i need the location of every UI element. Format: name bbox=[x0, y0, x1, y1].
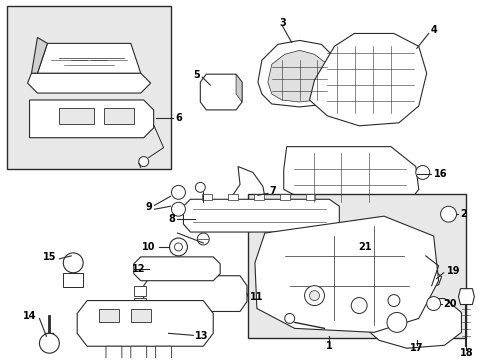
Polygon shape bbox=[183, 199, 339, 232]
Circle shape bbox=[426, 297, 440, 310]
Text: 8: 8 bbox=[168, 214, 175, 224]
Bar bbox=[134, 298, 145, 307]
Circle shape bbox=[387, 294, 399, 306]
Bar bbox=[253, 194, 264, 200]
Polygon shape bbox=[362, 298, 461, 348]
Bar bbox=[131, 309, 150, 323]
Polygon shape bbox=[363, 221, 392, 243]
Text: 19: 19 bbox=[446, 266, 459, 276]
Circle shape bbox=[415, 166, 429, 179]
Polygon shape bbox=[29, 100, 153, 138]
Circle shape bbox=[284, 314, 294, 323]
Polygon shape bbox=[104, 108, 134, 124]
Bar bbox=[134, 286, 145, 296]
Text: 21: 21 bbox=[358, 242, 371, 252]
Text: 14: 14 bbox=[23, 311, 37, 321]
Text: 2: 2 bbox=[460, 209, 466, 219]
Polygon shape bbox=[77, 301, 213, 346]
Polygon shape bbox=[106, 346, 122, 360]
Bar bbox=[202, 194, 212, 200]
Polygon shape bbox=[155, 346, 171, 360]
Text: 15: 15 bbox=[43, 252, 56, 262]
Polygon shape bbox=[458, 289, 473, 305]
Polygon shape bbox=[27, 73, 150, 93]
Circle shape bbox=[350, 298, 366, 314]
Polygon shape bbox=[257, 40, 341, 107]
Text: 17: 17 bbox=[409, 343, 423, 353]
Text: 11: 11 bbox=[249, 292, 263, 302]
Text: 10: 10 bbox=[142, 242, 155, 252]
Polygon shape bbox=[200, 74, 242, 110]
Circle shape bbox=[171, 185, 185, 199]
Bar bbox=[227, 194, 238, 200]
Polygon shape bbox=[381, 271, 441, 289]
Polygon shape bbox=[283, 147, 418, 209]
Polygon shape bbox=[309, 33, 426, 126]
Bar bbox=[279, 194, 289, 200]
Circle shape bbox=[309, 291, 319, 301]
Polygon shape bbox=[267, 50, 331, 102]
Bar bbox=[63, 273, 83, 287]
Circle shape bbox=[195, 183, 205, 192]
Text: 12: 12 bbox=[132, 264, 145, 274]
Circle shape bbox=[197, 233, 209, 245]
Text: 20: 20 bbox=[443, 298, 456, 309]
Text: 4: 4 bbox=[430, 26, 437, 36]
Text: 5: 5 bbox=[193, 70, 200, 80]
Circle shape bbox=[386, 312, 406, 332]
Text: 13: 13 bbox=[195, 331, 208, 341]
Text: 16: 16 bbox=[433, 170, 446, 180]
Circle shape bbox=[440, 206, 456, 222]
Bar bbox=[247, 194, 466, 338]
Polygon shape bbox=[131, 346, 146, 360]
Polygon shape bbox=[230, 167, 265, 226]
Text: 1: 1 bbox=[325, 341, 332, 351]
Polygon shape bbox=[143, 276, 246, 311]
Polygon shape bbox=[134, 257, 220, 281]
Circle shape bbox=[174, 243, 182, 251]
Bar bbox=[99, 309, 119, 323]
Circle shape bbox=[171, 202, 185, 216]
Circle shape bbox=[139, 157, 148, 167]
Text: 6: 6 bbox=[175, 113, 182, 123]
Bar bbox=[7, 6, 170, 170]
Polygon shape bbox=[236, 74, 242, 102]
Text: 3: 3 bbox=[279, 18, 286, 27]
Text: 7: 7 bbox=[269, 186, 276, 196]
Polygon shape bbox=[31, 37, 47, 73]
Bar bbox=[305, 194, 315, 200]
Circle shape bbox=[169, 238, 187, 256]
Polygon shape bbox=[38, 44, 141, 73]
Text: 9: 9 bbox=[145, 202, 152, 212]
Polygon shape bbox=[59, 108, 94, 124]
Polygon shape bbox=[254, 216, 438, 332]
Circle shape bbox=[304, 286, 324, 306]
Circle shape bbox=[63, 253, 83, 273]
Circle shape bbox=[40, 333, 59, 353]
Bar bbox=[190, 202, 218, 230]
Text: 18: 18 bbox=[459, 348, 472, 358]
